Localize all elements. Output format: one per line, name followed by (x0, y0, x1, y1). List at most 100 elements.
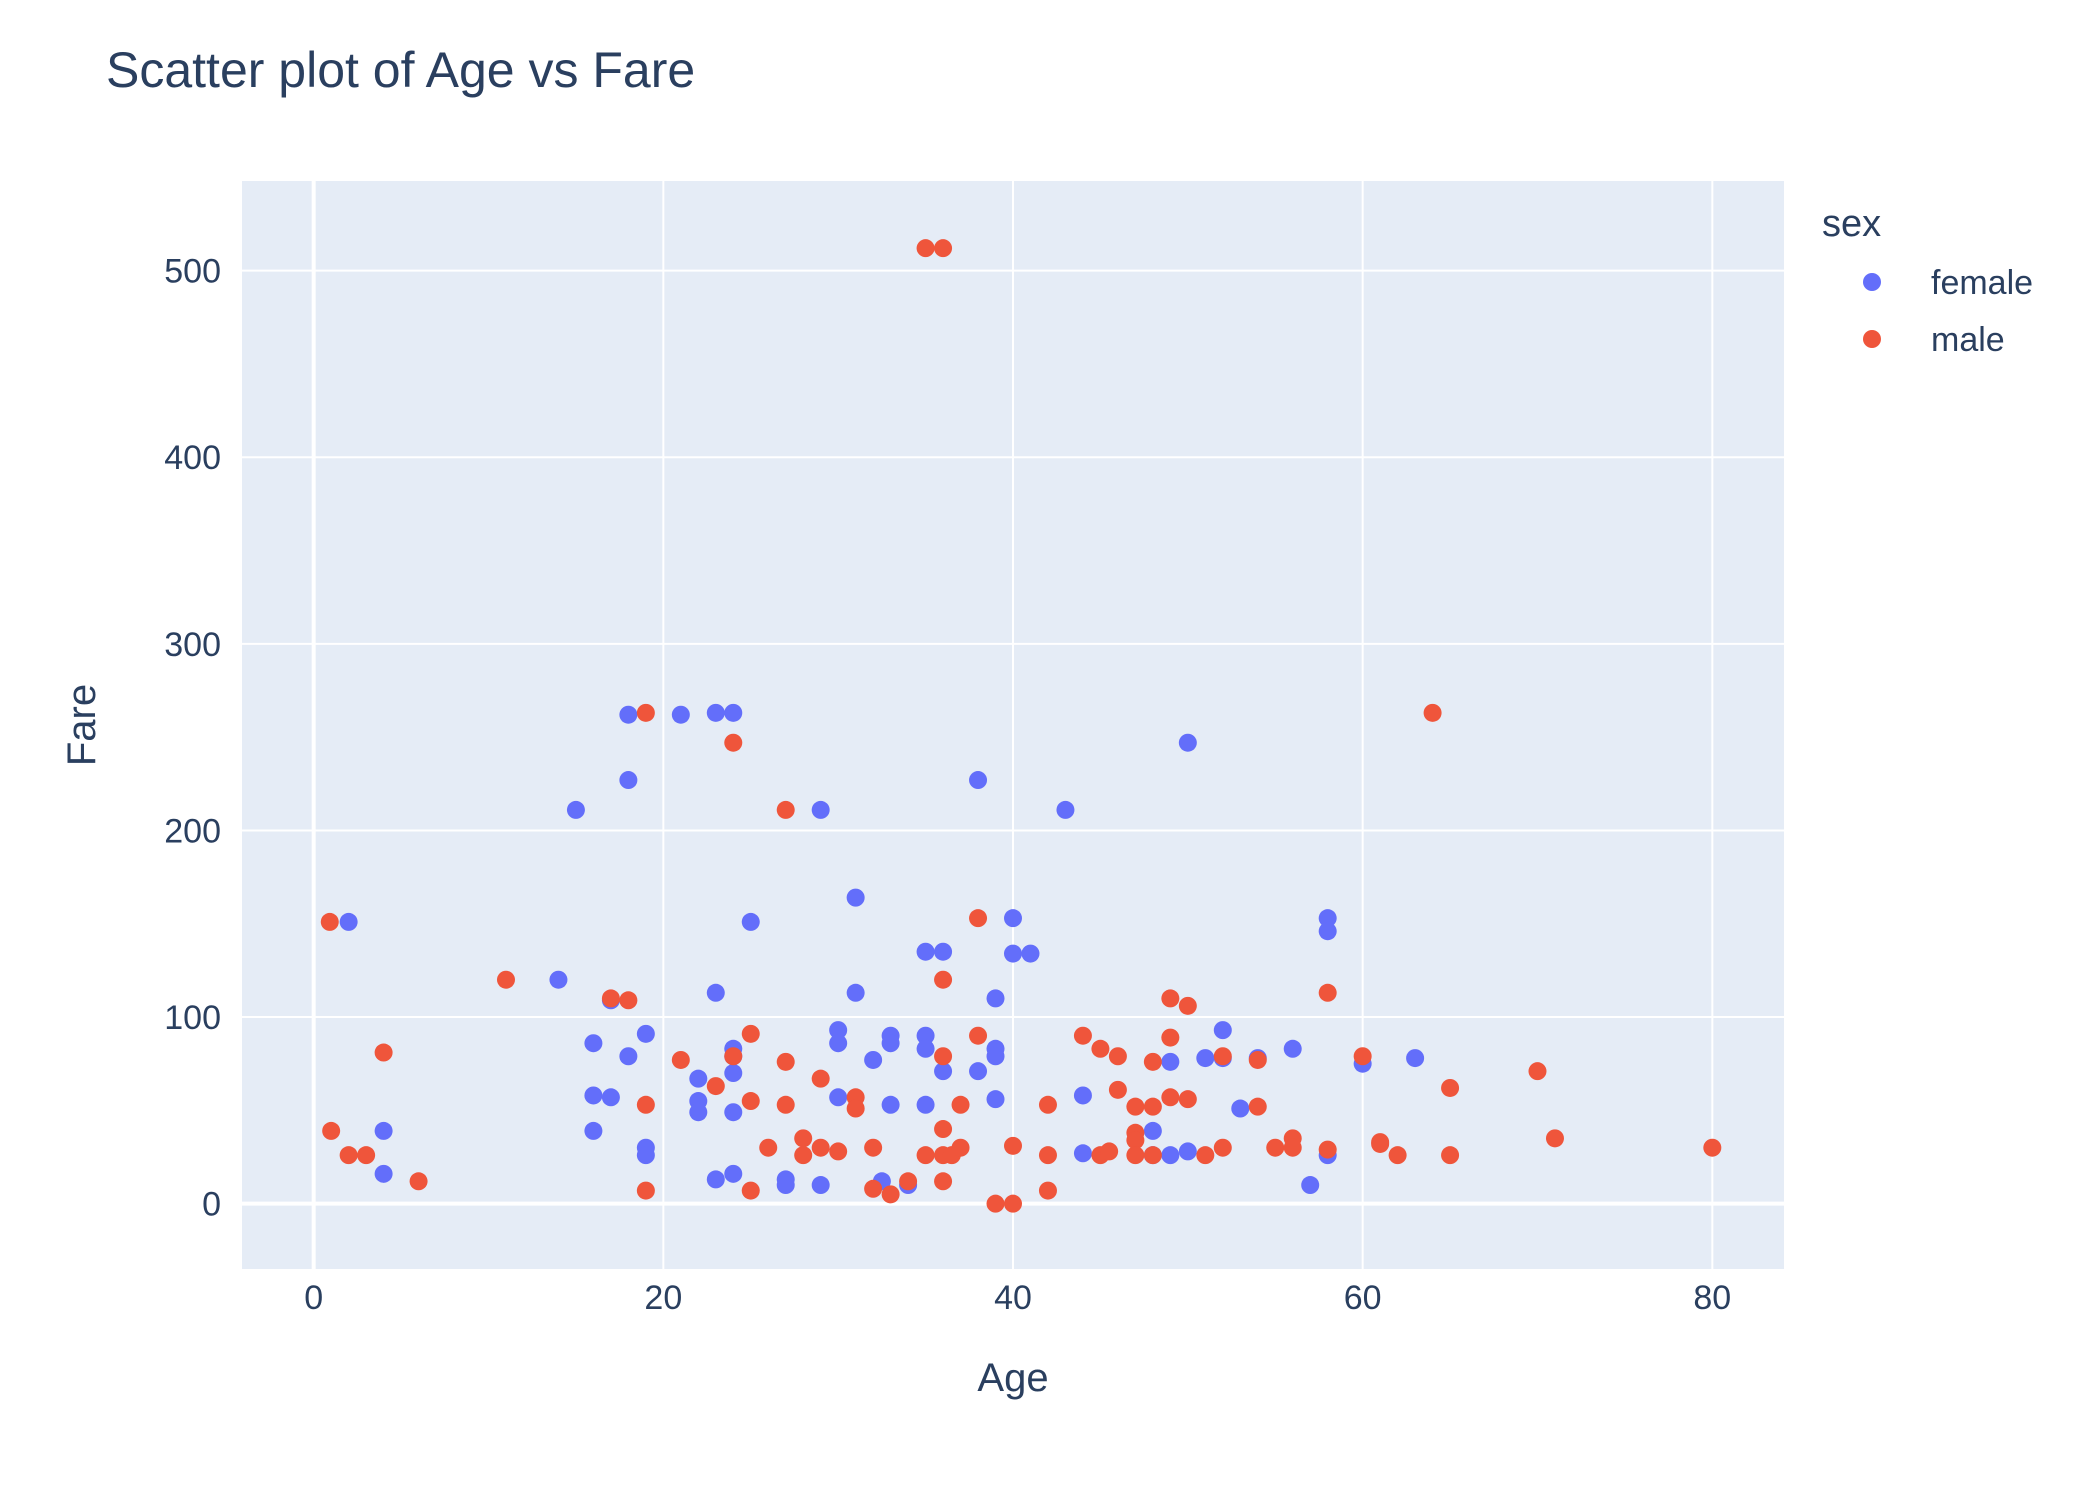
data-point-male[interactable] (951, 1095, 970, 1114)
data-point-female[interactable] (584, 1121, 603, 1140)
data-point-male[interactable] (934, 1047, 953, 1066)
data-point-female[interactable] (374, 1121, 393, 1140)
data-point-female[interactable] (986, 1047, 1005, 1066)
data-point-female[interactable] (986, 989, 1005, 1008)
data-point-male[interactable] (1213, 1138, 1232, 1157)
data-point-female[interactable] (829, 1021, 848, 1040)
data-point-male[interactable] (1178, 996, 1197, 1015)
data-point-female[interactable] (986, 1090, 1005, 1109)
data-point-male[interactable] (724, 733, 743, 752)
data-point-male[interactable] (776, 800, 795, 819)
data-point-female[interactable] (1004, 944, 1022, 963)
data-point-male[interactable] (322, 1121, 341, 1140)
data-point-male[interactable] (811, 1069, 830, 1088)
data-point-male[interactable] (951, 1138, 970, 1157)
data-point-male[interactable] (1353, 1047, 1372, 1066)
data-point-male[interactable] (864, 1138, 883, 1157)
data-point-male[interactable] (409, 1172, 428, 1191)
data-point-male[interactable] (794, 1146, 813, 1165)
data-point-female[interactable] (706, 1170, 725, 1189)
data-point-female[interactable] (741, 912, 760, 931)
data-point-male[interactable] (811, 1138, 830, 1157)
data-point-male[interactable] (1528, 1062, 1547, 1081)
data-point-male[interactable] (1038, 1146, 1057, 1165)
data-point-male[interactable] (776, 1095, 795, 1114)
data-point-male[interactable] (1318, 1140, 1337, 1159)
data-point-male[interactable] (794, 1129, 813, 1148)
legend-items[interactable]: female male (1863, 264, 2033, 359)
data-point-female[interactable] (1231, 1099, 1250, 1118)
data-point-male[interactable] (671, 1050, 690, 1069)
data-point-female[interactable] (829, 1088, 848, 1107)
data-point-female[interactable] (934, 942, 953, 961)
data-point-female[interactable] (916, 1026, 935, 1045)
data-point-male[interactable] (864, 1179, 883, 1198)
data-point-female[interactable] (584, 1086, 603, 1105)
data-point-male[interactable] (374, 1043, 393, 1062)
data-point-female[interactable] (671, 705, 690, 724)
data-point-female[interactable] (724, 1064, 743, 1083)
data-point-female[interactable] (1178, 1142, 1197, 1161)
data-point-male[interactable] (829, 1142, 848, 1161)
data-point-male[interactable] (1126, 1131, 1145, 1150)
data-point-female[interactable] (1073, 1086, 1092, 1105)
data-point-male[interactable] (1161, 1088, 1180, 1107)
data-point-male[interactable] (1091, 1039, 1110, 1058)
data-point-female[interactable] (934, 1062, 953, 1081)
data-point-male[interactable] (1143, 1052, 1162, 1071)
data-point-female[interactable] (636, 1024, 655, 1043)
data-point-female[interactable] (724, 1103, 743, 1122)
data-point-male[interactable] (320, 912, 339, 931)
data-point-male[interactable] (969, 1026, 988, 1045)
data-point-female[interactable] (706, 983, 725, 1002)
data-point-male[interactable] (741, 1092, 760, 1111)
data-point-female[interactable] (724, 1164, 743, 1183)
data-point-male[interactable] (636, 1181, 655, 1200)
data-point-female[interactable] (689, 1103, 708, 1122)
data-point-male[interactable] (1388, 1146, 1407, 1165)
data-point-female[interactable] (1283, 1039, 1302, 1058)
data-point-male[interactable] (1545, 1129, 1564, 1148)
data-point-male[interactable] (1371, 1134, 1390, 1153)
data-point-female[interactable] (1406, 1049, 1425, 1068)
data-point-male[interactable] (934, 239, 953, 258)
data-point-male[interactable] (1143, 1146, 1162, 1165)
data-point-male[interactable] (1283, 1138, 1302, 1157)
data-point-male[interactable] (916, 1146, 935, 1165)
data-point-female[interactable] (1021, 944, 1040, 963)
data-point-female[interactable] (811, 800, 830, 819)
data-point-female[interactable] (1301, 1176, 1320, 1195)
data-point-male[interactable] (706, 1077, 725, 1096)
data-point-male[interactable] (1038, 1095, 1057, 1114)
data-point-male[interactable] (496, 970, 515, 989)
data-point-male[interactable] (899, 1172, 918, 1191)
data-point-female[interactable] (1161, 1146, 1180, 1165)
data-point-female[interactable] (1143, 1121, 1162, 1140)
data-point-male[interactable] (1038, 1181, 1057, 1200)
data-point-male[interactable] (1100, 1142, 1119, 1161)
data-point-female[interactable] (969, 1062, 988, 1081)
data-point-male[interactable] (636, 1095, 655, 1114)
data-point-female[interactable] (566, 800, 585, 819)
data-point-male[interactable] (1108, 1080, 1127, 1099)
data-point-female[interactable] (776, 1176, 795, 1195)
data-point-female[interactable] (549, 970, 568, 989)
data-point-male[interactable] (1703, 1138, 1722, 1157)
data-point-female[interactable] (601, 1088, 620, 1107)
data-point-female[interactable] (706, 703, 725, 722)
data-point-male[interactable] (1318, 983, 1337, 1002)
data-point-female[interactable] (969, 771, 988, 790)
data-point-male[interactable] (1213, 1047, 1232, 1066)
data-point-male[interactable] (741, 1024, 760, 1043)
legend-item-female[interactable]: female (1863, 264, 2033, 302)
data-point-female[interactable] (864, 1050, 883, 1069)
data-point-female[interactable] (619, 1047, 638, 1066)
data-point-female[interactable] (829, 1034, 848, 1053)
data-point-female[interactable] (1056, 800, 1075, 819)
data-point-male[interactable] (934, 1120, 953, 1139)
data-point-male[interactable] (1266, 1138, 1285, 1157)
data-point-female[interactable] (636, 1146, 655, 1165)
data-point-male[interactable] (1126, 1097, 1145, 1116)
data-point-male[interactable] (1004, 1136, 1022, 1155)
data-point-female[interactable] (689, 1069, 708, 1088)
